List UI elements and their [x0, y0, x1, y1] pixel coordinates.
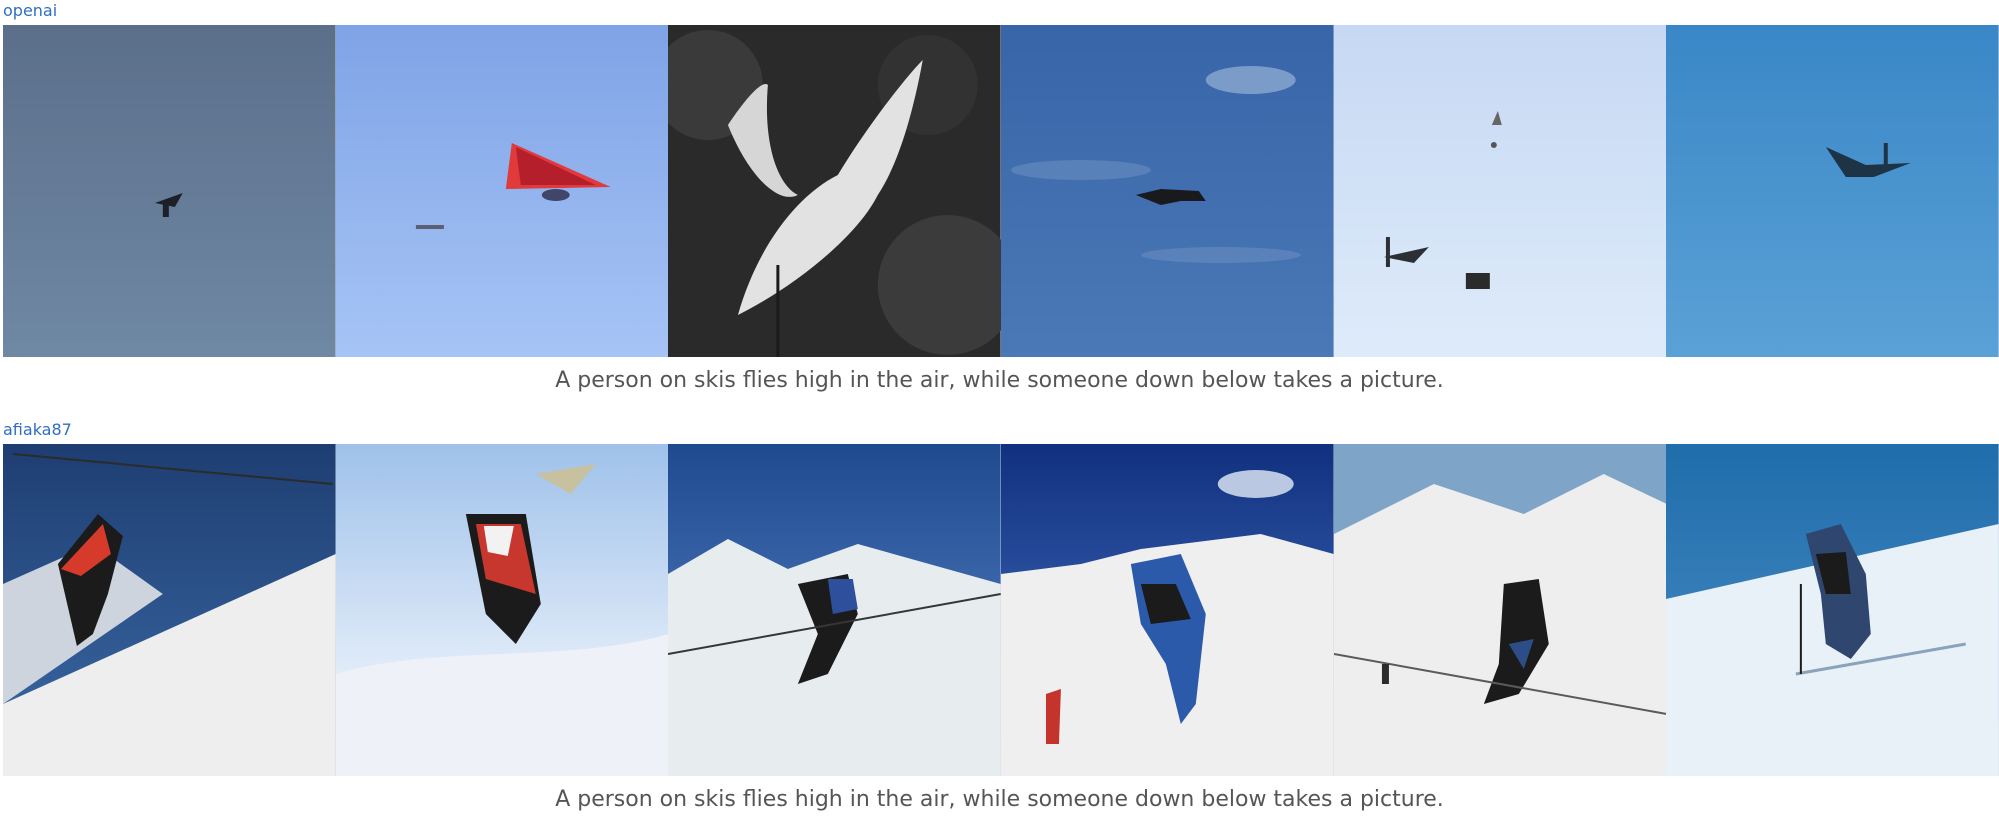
generated-image-3[interactable] — [668, 25, 1001, 357]
generated-image-6[interactable] — [1666, 25, 1999, 357]
generated-image-1[interactable] — [3, 25, 336, 357]
generated-image-3[interactable] — [668, 444, 1001, 776]
image-grid — [3, 444, 1999, 776]
image-caption: A person on skis flies high in the air, … — [555, 787, 1444, 812]
generated-image-4[interactable] — [1000, 444, 1334, 776]
image-caption: A person on skis flies high in the air, … — [555, 368, 1444, 393]
source-label[interactable]: afiaka87 — [3, 420, 72, 439]
generated-image-2[interactable] — [335, 25, 669, 357]
image-grid — [3, 25, 1999, 357]
generated-image-4[interactable] — [1000, 25, 1334, 357]
generated-image-6[interactable] — [1666, 444, 1999, 776]
generated-image-1[interactable] — [3, 444, 336, 776]
generated-image-5[interactable] — [1333, 25, 1667, 357]
source-label[interactable]: openai — [3, 1, 58, 20]
generated-image-5[interactable] — [1333, 444, 1667, 776]
generated-image-2[interactable] — [335, 444, 669, 776]
